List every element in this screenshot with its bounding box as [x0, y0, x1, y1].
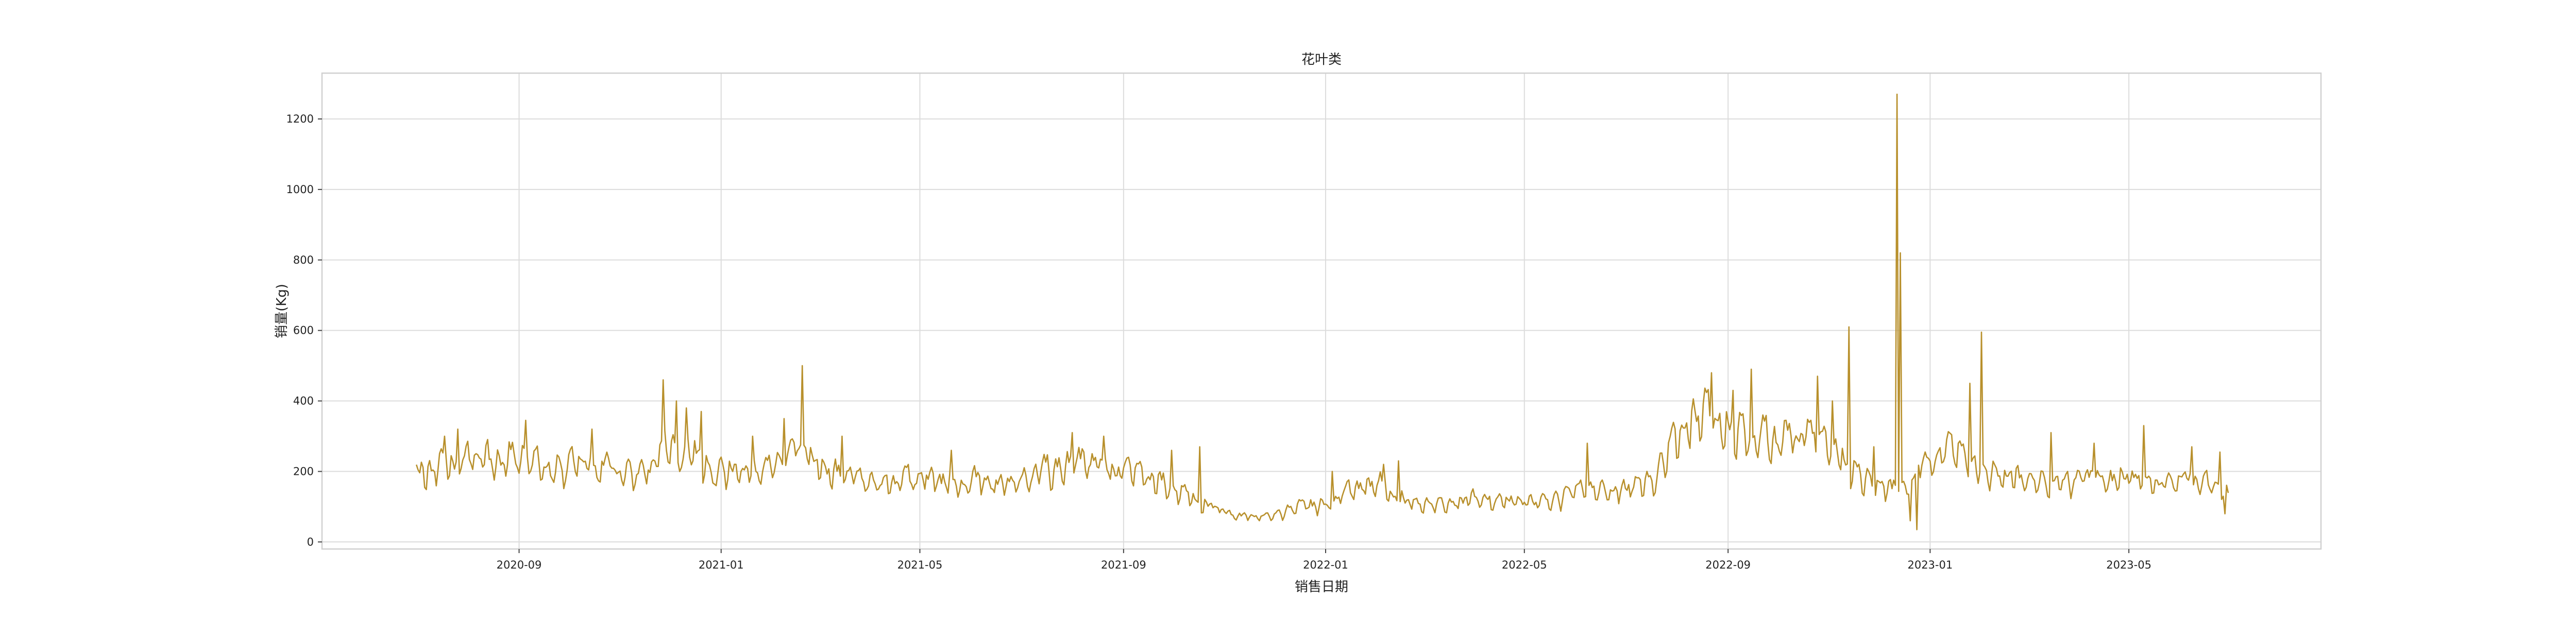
x-tick-label: 2022-09 [1705, 559, 1751, 571]
x-tick-label: 2021-01 [699, 559, 744, 571]
y-tick-label: 600 [293, 324, 314, 337]
x-tick-label: 2021-05 [897, 559, 943, 571]
x-tick-label: 2020-09 [497, 559, 542, 571]
x-tick-label: 2023-01 [1907, 559, 1953, 571]
y-tick-label: 1200 [286, 113, 314, 125]
chart-title: 花叶类 [1301, 52, 1342, 67]
x-tick-label: 2022-01 [1303, 559, 1348, 571]
y-tick-label: 200 [293, 465, 314, 477]
y-axis-ticks: 0 200 400 600 800 1000 1200 [286, 113, 322, 548]
series-line [415, 93, 2229, 530]
y-tick-label: 800 [293, 254, 314, 266]
y-axis-title: 销量(Kg) [274, 284, 290, 338]
series-group [415, 93, 2229, 530]
x-tick-label: 2023-05 [2106, 559, 2151, 571]
x-tick-label: 2021-09 [1101, 559, 1146, 571]
y-tick-label: 400 [293, 395, 314, 407]
x-gridlines [518, 73, 2130, 549]
y-gridlines [322, 118, 2321, 543]
y-tick-label: 0 [307, 536, 314, 548]
x-tick-label: 2022-05 [1502, 559, 1547, 571]
plot-frame [321, 72, 2322, 550]
x-axis-ticks: 2020-09 2021-01 2021-05 2021-09 2022-01 2022-… [497, 549, 2151, 571]
x-axis-title: 销售日期 [1295, 579, 1348, 595]
y-tick-label: 1000 [286, 183, 314, 196]
